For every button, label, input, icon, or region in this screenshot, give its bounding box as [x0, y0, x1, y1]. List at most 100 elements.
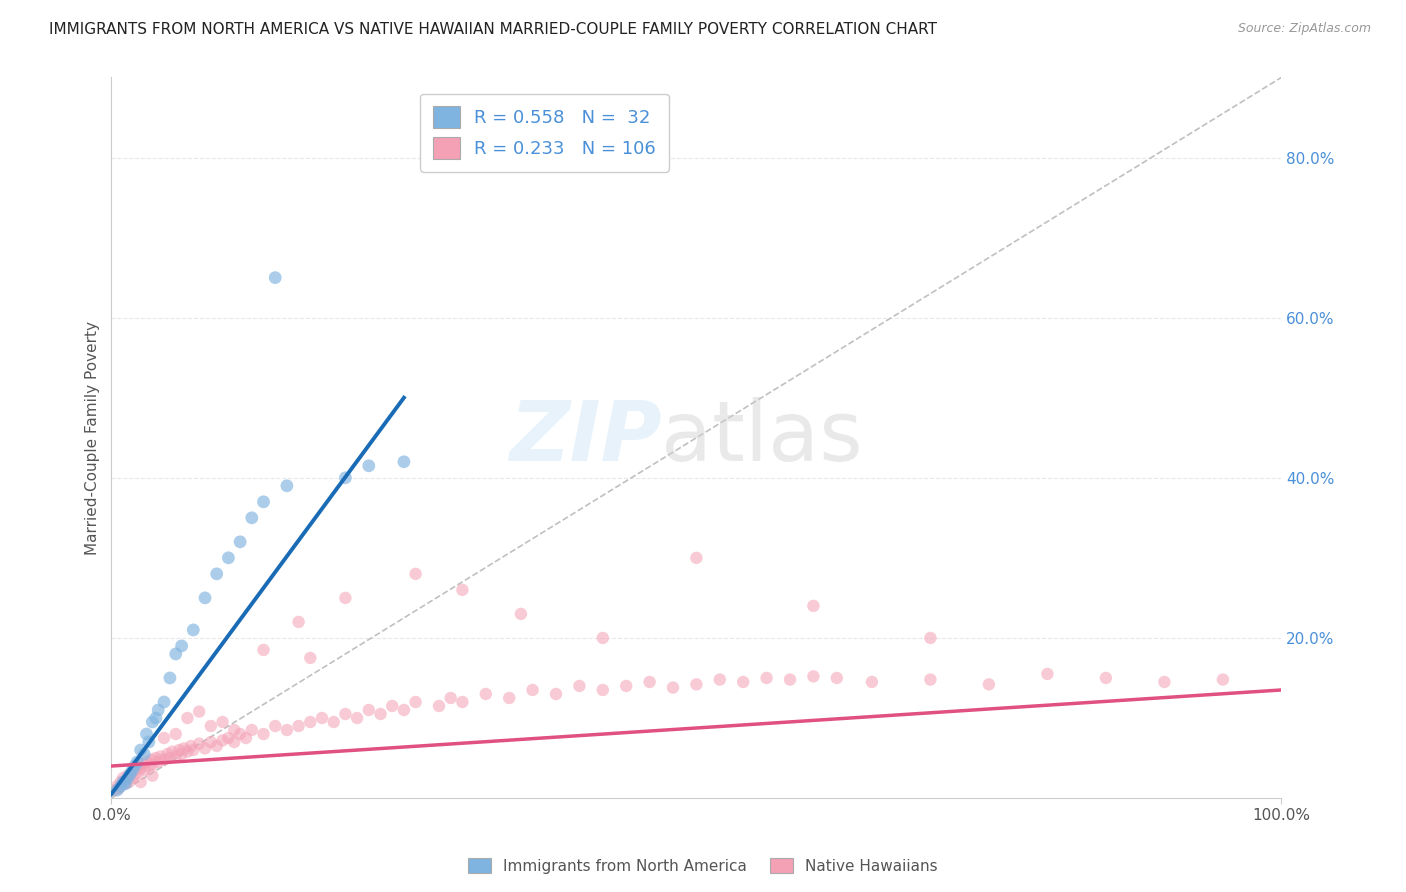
Point	[252, 495, 274, 509]
Point	[370, 706, 392, 721]
Point	[170, 639, 193, 653]
Point	[194, 591, 217, 605]
Point	[779, 673, 801, 687]
Point	[122, 763, 145, 777]
Point	[733, 675, 755, 690]
Point	[188, 705, 211, 719]
Point	[138, 759, 160, 773]
Point	[614, 679, 637, 693]
Point	[211, 733, 233, 747]
Point	[159, 671, 181, 685]
Point	[153, 753, 176, 767]
Point	[205, 739, 228, 753]
Point	[709, 673, 731, 687]
Point	[141, 753, 163, 767]
Point	[162, 745, 184, 759]
Point	[276, 479, 298, 493]
Point	[156, 747, 179, 761]
Point	[159, 751, 181, 765]
Point	[240, 511, 263, 525]
Point	[134, 763, 156, 777]
Point	[114, 777, 136, 791]
Point	[176, 745, 198, 759]
Point	[977, 677, 1000, 691]
Point	[252, 643, 274, 657]
Point	[145, 711, 167, 725]
Point	[129, 761, 152, 775]
Point	[112, 771, 135, 785]
Point	[1036, 667, 1059, 681]
Point	[568, 679, 591, 693]
Text: Source: ZipAtlas.com: Source: ZipAtlas.com	[1237, 22, 1371, 36]
Point	[451, 695, 474, 709]
Point	[451, 582, 474, 597]
Point	[509, 607, 531, 621]
Point	[153, 731, 176, 745]
Point	[229, 534, 252, 549]
Point	[335, 591, 357, 605]
Point	[217, 550, 239, 565]
Point	[165, 647, 187, 661]
Point	[117, 769, 139, 783]
Point	[127, 755, 149, 769]
Point	[110, 775, 132, 789]
Point	[522, 683, 544, 698]
Point	[148, 755, 170, 769]
Point	[662, 681, 685, 695]
Point	[264, 270, 287, 285]
Point	[124, 759, 146, 773]
Point	[1212, 673, 1234, 687]
Text: atlas: atlas	[661, 397, 863, 478]
Point	[381, 698, 404, 713]
Point	[170, 747, 193, 761]
Point	[217, 731, 239, 745]
Point	[118, 775, 141, 789]
Point	[1153, 675, 1175, 690]
Point	[194, 741, 217, 756]
Point	[322, 714, 344, 729]
Point	[311, 711, 333, 725]
Y-axis label: Married-Couple Family Poverty: Married-Couple Family Poverty	[86, 321, 100, 555]
Point	[124, 767, 146, 781]
Point	[141, 714, 163, 729]
Text: IMMIGRANTS FROM NORTH AMERICA VS NATIVE HAWAIIAN MARRIED-COUPLE FAMILY POVERTY C: IMMIGRANTS FROM NORTH AMERICA VS NATIVE …	[49, 22, 938, 37]
Point	[129, 743, 152, 757]
Point	[181, 623, 204, 637]
Point	[685, 550, 707, 565]
Point	[117, 771, 139, 785]
Point	[128, 763, 150, 777]
Point	[110, 779, 132, 793]
Point	[135, 727, 157, 741]
Point	[165, 749, 187, 764]
Point	[592, 631, 614, 645]
Point	[127, 759, 149, 773]
Point	[165, 727, 187, 741]
Point	[129, 775, 152, 789]
Point	[287, 615, 309, 629]
Point	[131, 757, 153, 772]
Point	[141, 757, 163, 772]
Point	[120, 767, 142, 781]
Point	[229, 727, 252, 741]
Point	[920, 673, 942, 687]
Point	[135, 755, 157, 769]
Point	[803, 669, 825, 683]
Point	[299, 651, 322, 665]
Point	[335, 471, 357, 485]
Point	[114, 773, 136, 788]
Point	[121, 771, 143, 785]
Point	[405, 695, 427, 709]
Point	[335, 706, 357, 721]
Point	[104, 783, 127, 797]
Point	[357, 458, 380, 473]
Point	[405, 566, 427, 581]
Point	[134, 747, 156, 761]
Point	[205, 566, 228, 581]
Point	[121, 763, 143, 777]
Point	[235, 731, 257, 745]
Point	[200, 719, 222, 733]
Point	[299, 714, 322, 729]
Point	[211, 714, 233, 729]
Point	[107, 781, 129, 796]
Point	[264, 719, 287, 733]
